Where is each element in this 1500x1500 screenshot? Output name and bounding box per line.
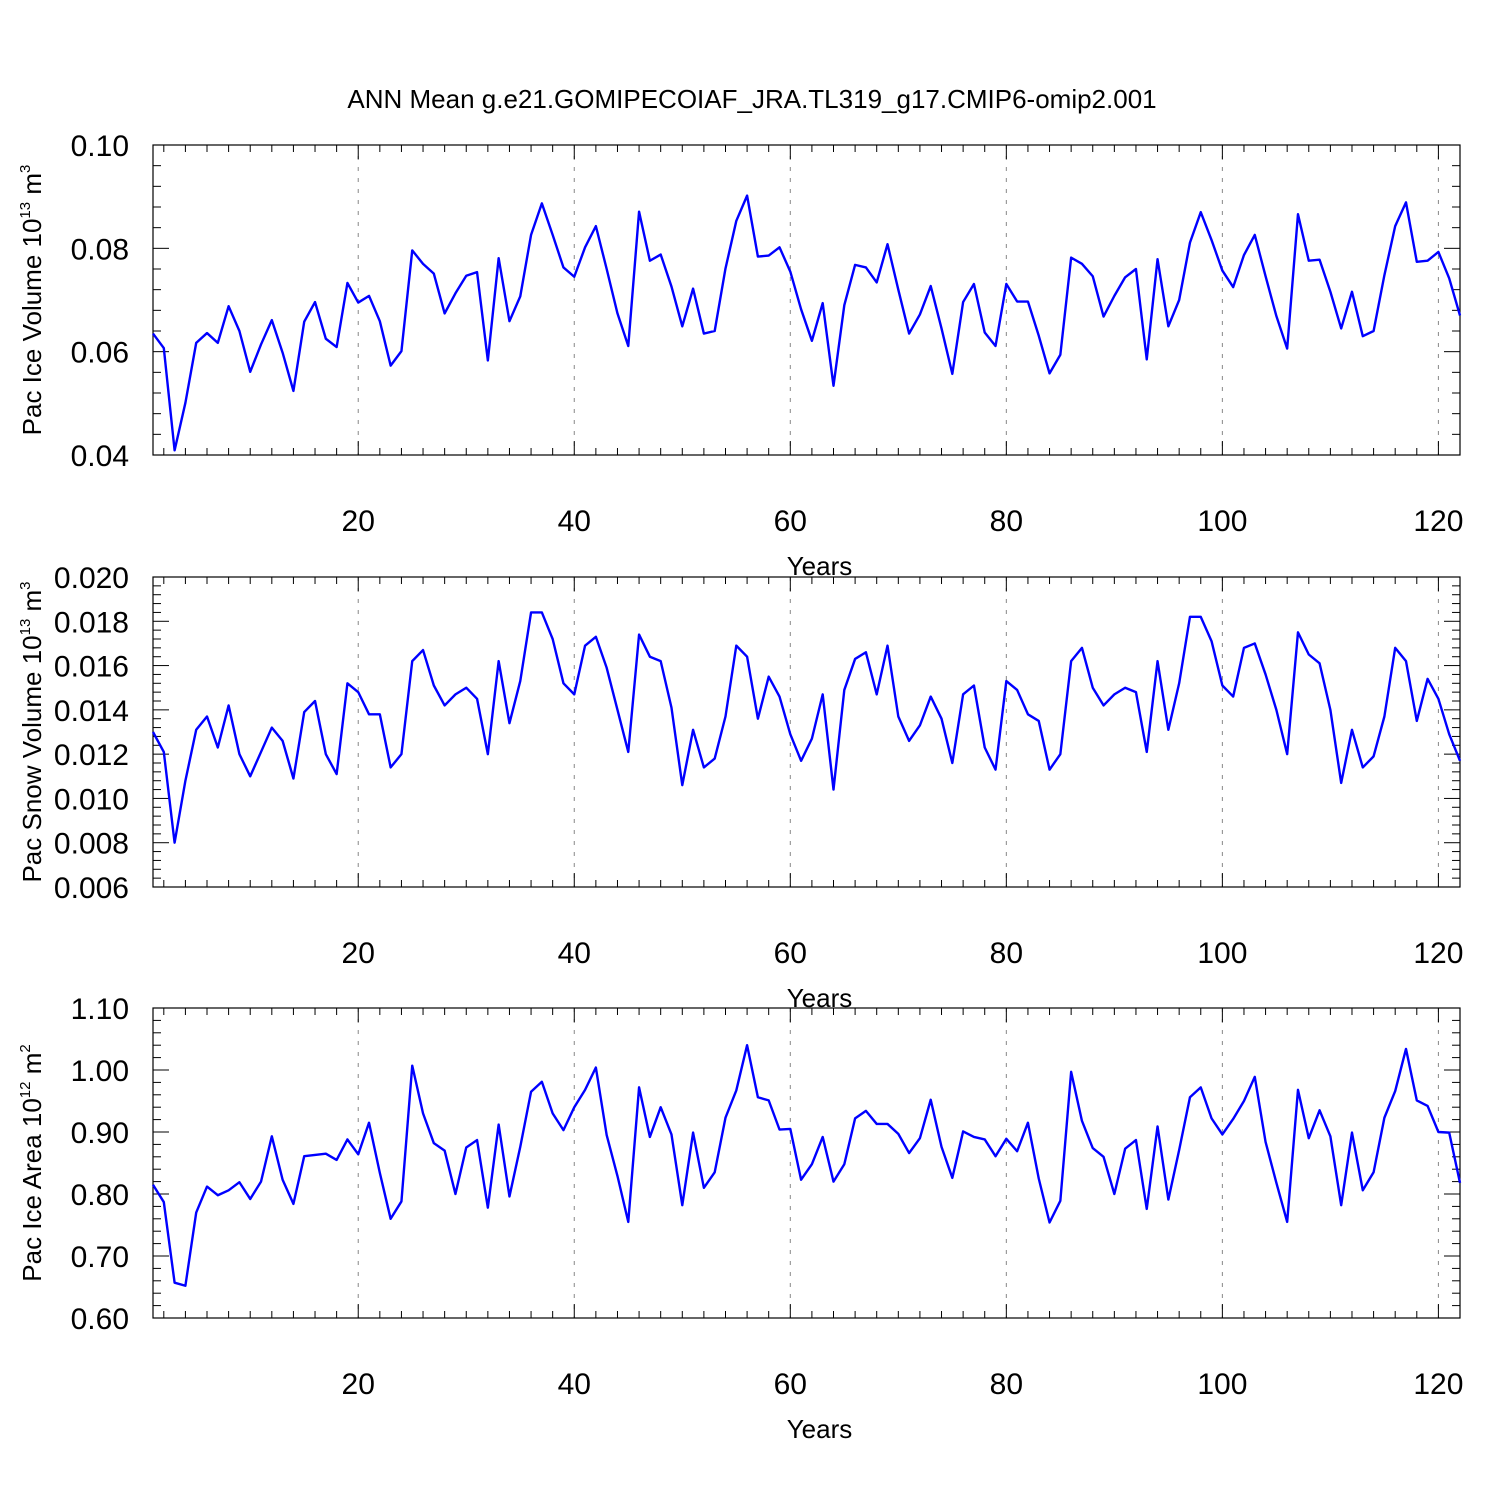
- plot-frame: [152, 576, 1461, 888]
- y-tick-label: 0.06: [71, 337, 129, 370]
- y-axis-label-unit: m: [17, 590, 47, 619]
- y-tick-label: 0.014: [54, 695, 129, 728]
- y-tick-label: 0.60: [71, 1303, 129, 1336]
- x-tick-label: 40: [558, 505, 591, 538]
- y-axis-label-exp: 13: [17, 619, 34, 636]
- y-tick-label: 0.006: [54, 872, 129, 905]
- y-axis-label-unit: m: [17, 1053, 47, 1082]
- series-line: [152, 194, 1462, 452]
- chart-title: ANN Mean g.e21.GOMIPECOIAF_JRA.TL319_g17…: [347, 84, 1156, 114]
- x-tick-label: 60: [774, 937, 807, 970]
- x-tick-label: 60: [774, 505, 807, 538]
- chart-panel-1: 20 40 60 80 100 120 0.04 0.06 0.08 0.10 Years Pac I…: [17, 130, 1463, 581]
- plot-frame: [152, 1007, 1461, 1319]
- y-axis-label-unit-exp: 2: [17, 1044, 34, 1052]
- x-tick-label: 40: [558, 1368, 591, 1401]
- y-tick-label: 0.016: [54, 651, 129, 684]
- x-tick-label: 100: [1197, 937, 1247, 970]
- y-tick-label: 1.00: [71, 1055, 129, 1088]
- y-tick-label: 0.008: [54, 828, 129, 861]
- y-tick-label: 0.70: [71, 1241, 129, 1274]
- y-axis-label-unit-exp: 3: [17, 581, 34, 589]
- chart-panels: 20 40 60 80 100 120 0.04 0.06 0.08 0.10 Years Pac I…: [17, 130, 1463, 1444]
- x-tick-label: 100: [1197, 505, 1247, 538]
- y-tick-label: 1.10: [71, 993, 129, 1026]
- y-tick-label: 0.10: [71, 130, 129, 163]
- chart-panel-2: 20 40 60 80 100 120 0.006 0.008 0.010 0.012 0.014 0…: [17, 562, 1463, 1013]
- y-axis-label-base: Pac Snow Volume 10: [17, 635, 47, 882]
- x-tick-label: 100: [1197, 1368, 1247, 1401]
- x-tick-label: 20: [342, 937, 375, 970]
- y-tick-label: 0.80: [71, 1179, 129, 1212]
- y-tick-label: 0.018: [54, 606, 129, 639]
- chart-panel-3: 20 40 60 80 100 120 0.60 0.70 0.80 0.90 1.00 1.10 Ye…: [17, 993, 1463, 1444]
- y-axis-label: Pac Snow Volume 1013 m3: [17, 581, 47, 882]
- y-axis-label-unit: m: [17, 173, 47, 202]
- y-axis-label-base: Pac Ice Area 10: [17, 1098, 47, 1282]
- x-tick-label: 80: [990, 1368, 1023, 1401]
- y-axis-label: Pac Ice Volume 1013 m3: [17, 165, 47, 436]
- y-axis-label-unit-exp: 3: [17, 165, 34, 173]
- x-axis-label: Years: [787, 1414, 853, 1444]
- y-tick-label: 0.020: [54, 562, 129, 595]
- y-tick-label: 0.012: [54, 739, 129, 772]
- y-axis-label: Pac Ice Area 1012 m2: [17, 1044, 47, 1281]
- x-tick-label: 120: [1413, 505, 1463, 538]
- y-tick-label: 0.010: [54, 783, 129, 816]
- y-tick-label: 0.90: [71, 1117, 129, 1150]
- x-tick-label: 60: [774, 1368, 807, 1401]
- x-tick-label: 20: [342, 1368, 375, 1401]
- plot-frame: [152, 144, 1461, 456]
- y-axis-label-base: Pac Ice Volume 10: [17, 219, 47, 436]
- x-tick-label: 80: [990, 937, 1023, 970]
- x-tick-label: 40: [558, 937, 591, 970]
- x-tick-label: 120: [1413, 937, 1463, 970]
- y-axis-label-exp: 13: [17, 202, 34, 219]
- x-tick-label: 80: [990, 505, 1023, 538]
- y-tick-label: 0.08: [71, 233, 129, 266]
- x-tick-label: 120: [1413, 1368, 1463, 1401]
- x-tick-label: 20: [342, 505, 375, 538]
- y-axis-label-exp: 12: [17, 1081, 34, 1098]
- series-line: [151, 1043, 1462, 1287]
- y-tick-label: 0.04: [71, 440, 129, 473]
- series-line: [151, 611, 1462, 844]
- x-axis-label: Years: [787, 551, 853, 581]
